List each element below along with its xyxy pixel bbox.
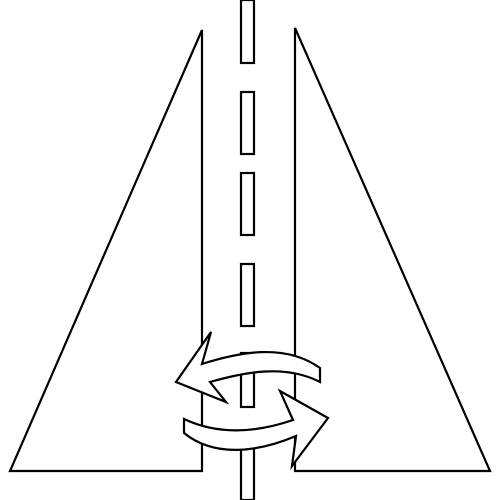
center-dash: [239, 262, 256, 328]
two-way-arrows-icon: [174, 331, 330, 471]
center-dashed-line: [239, 0, 256, 500]
left-arrow-icon: [174, 331, 322, 405]
right-road-shoulder: [293, 27, 492, 473]
center-dash: [239, 90, 256, 156]
right-arrow-icon: [182, 388, 330, 471]
center-dash: [239, 171, 256, 237]
left-road-shoulder: [8, 29, 204, 473]
center-dash: [239, 0, 256, 65]
